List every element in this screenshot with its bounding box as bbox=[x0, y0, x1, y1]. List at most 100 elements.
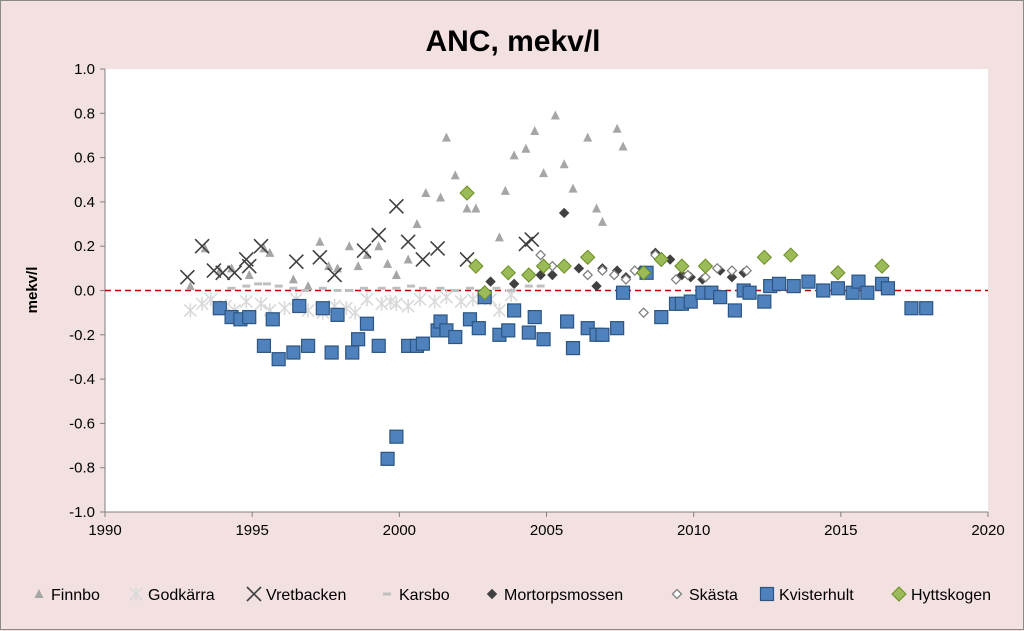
data-point bbox=[371, 338, 386, 353]
data-point bbox=[618, 141, 628, 151]
data-point bbox=[568, 183, 578, 193]
data-point bbox=[265, 247, 275, 257]
legend-label: Kvisterhult bbox=[779, 587, 854, 604]
data-point bbox=[757, 294, 772, 309]
x-tick-label: 2005 bbox=[530, 522, 563, 539]
data-point bbox=[344, 241, 354, 251]
data-point bbox=[801, 274, 816, 289]
series-godkärra bbox=[183, 287, 518, 320]
data-point bbox=[318, 286, 327, 290]
data-point bbox=[756, 249, 773, 265]
data-point bbox=[582, 269, 594, 281]
data-point bbox=[816, 283, 831, 298]
y-tick-group: 1.0 0.8 0.6 0.4 0.2 0.0 -0.2 -0.4 -0.6 -0.8 -1.0 bbox=[69, 61, 105, 521]
data-point bbox=[492, 303, 506, 318]
data-point bbox=[403, 254, 413, 264]
data-point bbox=[713, 290, 728, 305]
data-point bbox=[262, 282, 271, 286]
legend-marker bbox=[486, 588, 498, 600]
data-point bbox=[315, 301, 330, 316]
data-point bbox=[348, 305, 362, 320]
legend-marker bbox=[246, 586, 262, 602]
y-tick-label: 0.4 bbox=[74, 194, 95, 211]
data-point bbox=[265, 312, 280, 327]
data-point bbox=[388, 198, 404, 214]
data-point bbox=[450, 170, 460, 180]
data-point bbox=[465, 286, 474, 290]
data-marks bbox=[179, 110, 934, 466]
data-point bbox=[303, 281, 313, 291]
y-axis-label: mekv/l bbox=[24, 267, 41, 314]
data-point bbox=[333, 289, 342, 292]
data-point bbox=[573, 263, 585, 274]
legend-marker bbox=[383, 592, 391, 596]
data-point bbox=[674, 258, 690, 274]
data-point bbox=[286, 345, 301, 360]
data-point bbox=[421, 188, 431, 198]
data-point bbox=[615, 285, 631, 300]
data-point bbox=[524, 284, 533, 288]
legend-label: Godkärra bbox=[148, 587, 215, 604]
data-point bbox=[360, 286, 369, 290]
data-point bbox=[277, 301, 292, 316]
data-point bbox=[312, 249, 328, 265]
data-point bbox=[492, 286, 501, 290]
data-point bbox=[371, 227, 387, 243]
data-point bbox=[565, 340, 581, 356]
data-point bbox=[412, 219, 422, 229]
data-point bbox=[579, 249, 596, 265]
data-point bbox=[620, 274, 632, 285]
x-tick-label: 2015 bbox=[824, 522, 857, 539]
legend-label: Finnbo bbox=[51, 587, 100, 604]
data-point bbox=[635, 265, 652, 281]
data-point bbox=[507, 303, 522, 318]
data-point bbox=[595, 327, 610, 342]
data-point bbox=[670, 274, 682, 285]
data-point bbox=[638, 307, 650, 319]
data-point bbox=[401, 299, 415, 314]
data-point bbox=[697, 258, 714, 274]
data-point bbox=[415, 251, 431, 268]
data-point bbox=[244, 269, 254, 279]
data-point bbox=[301, 289, 310, 292]
data-point bbox=[919, 301, 934, 316]
data-point bbox=[185, 281, 195, 291]
data-point bbox=[830, 281, 845, 296]
data-point bbox=[521, 143, 531, 153]
data-point bbox=[315, 236, 325, 246]
data-point bbox=[860, 285, 875, 300]
data-point bbox=[206, 262, 222, 279]
data-point bbox=[351, 332, 366, 347]
data-point bbox=[521, 325, 536, 340]
data-point bbox=[501, 323, 516, 338]
y-tick-label: -0.4 bbox=[69, 371, 95, 388]
data-point bbox=[653, 251, 669, 268]
data-point bbox=[345, 345, 360, 360]
data-point bbox=[509, 150, 519, 160]
data-point bbox=[597, 216, 607, 226]
data-point bbox=[253, 238, 269, 254]
data-point bbox=[380, 451, 395, 466]
legend-marker bbox=[759, 586, 775, 602]
data-point bbox=[559, 159, 569, 169]
data-point bbox=[374, 241, 384, 251]
y-tick-label: 0.6 bbox=[74, 150, 95, 167]
data-point bbox=[654, 309, 669, 325]
y-tick-label: 0.0 bbox=[74, 283, 95, 300]
data-point bbox=[356, 243, 372, 259]
x-tick-label: 1990 bbox=[88, 522, 121, 539]
data-point bbox=[507, 289, 516, 292]
data-point bbox=[459, 185, 475, 201]
series-kvisterhult bbox=[212, 265, 934, 466]
data-point bbox=[254, 282, 263, 286]
data-point bbox=[242, 309, 257, 325]
data-point bbox=[254, 296, 268, 311]
data-point bbox=[592, 203, 602, 213]
legend-marker bbox=[671, 588, 683, 600]
data-point bbox=[527, 309, 542, 325]
x-tick-label: 2000 bbox=[383, 522, 416, 539]
data-point bbox=[345, 289, 354, 292]
data-point bbox=[783, 247, 799, 263]
